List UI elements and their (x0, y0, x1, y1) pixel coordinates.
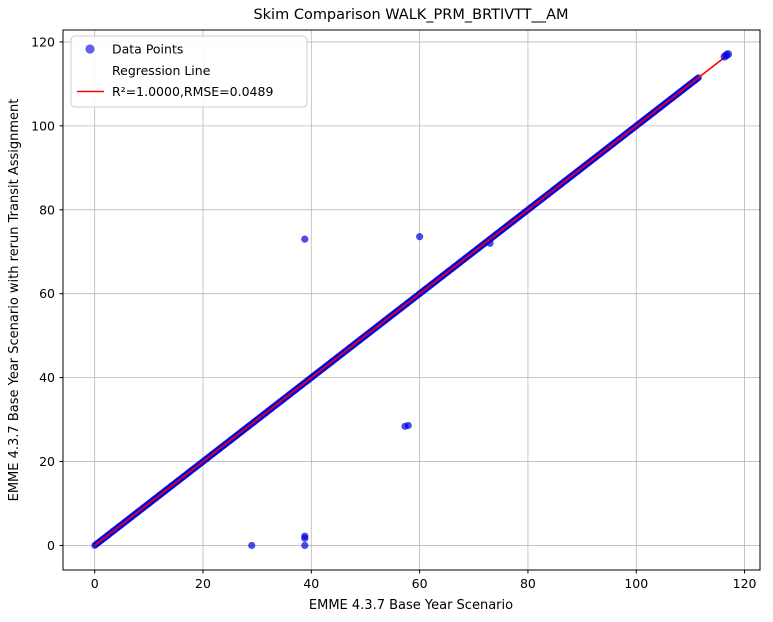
data-point-outlier (301, 235, 309, 243)
y-tick-label: 40 (39, 370, 55, 385)
y-tick-label: 100 (31, 118, 55, 133)
x-tick-label: 0 (91, 576, 99, 591)
legend-label-stats: R²=1.0000,RMSE=0.0489 (112, 84, 273, 99)
legend-box (70, 35, 308, 108)
legend-label-data-points: Data Points (112, 42, 183, 57)
legend: Data Points Regression Line R²=1.0000,RM… (70, 35, 308, 108)
x-tick-label: 20 (195, 576, 211, 591)
y-tick-label: 60 (39, 286, 55, 301)
y-tick-label: 0 (47, 538, 55, 553)
data-point-outlier (301, 532, 309, 540)
regression-line (94, 50, 733, 547)
y-tick-label: 20 (39, 454, 55, 469)
y-tick-label: 120 (31, 34, 55, 49)
data-point-end-cluster (724, 50, 733, 59)
regression-line-segment (94, 53, 729, 547)
x-tick-label: 100 (624, 576, 648, 591)
chart-title: Skim Comparison WALK_PRM_BRTIVTT__AM (253, 7, 568, 23)
grid (63, 30, 760, 570)
axis-ticks: 0 20 40 60 80 100 120 0 20 40 60 80 100 120 (31, 34, 756, 591)
legend-label-regression: Regression Line (112, 63, 211, 78)
y-axis-label: EMME 4.3.7 Base Year Scenario with rerun… (7, 99, 22, 502)
y-tick-label: 80 (39, 202, 55, 217)
data-point-outlier (301, 541, 309, 550)
data-point-outlier (416, 233, 424, 241)
x-tick-label: 40 (303, 576, 319, 591)
data-point-outlier (404, 421, 412, 430)
x-axis-label: EMME 4.3.7 Base Year Scenario (309, 598, 513, 613)
plot-border (62, 29, 761, 571)
data-point-outlier (248, 541, 256, 550)
x-tick-label: 60 (412, 576, 428, 591)
legend-marker-data-points (85, 44, 95, 54)
x-tick-label: 120 (733, 576, 757, 591)
x-tick-label: 80 (520, 576, 536, 591)
